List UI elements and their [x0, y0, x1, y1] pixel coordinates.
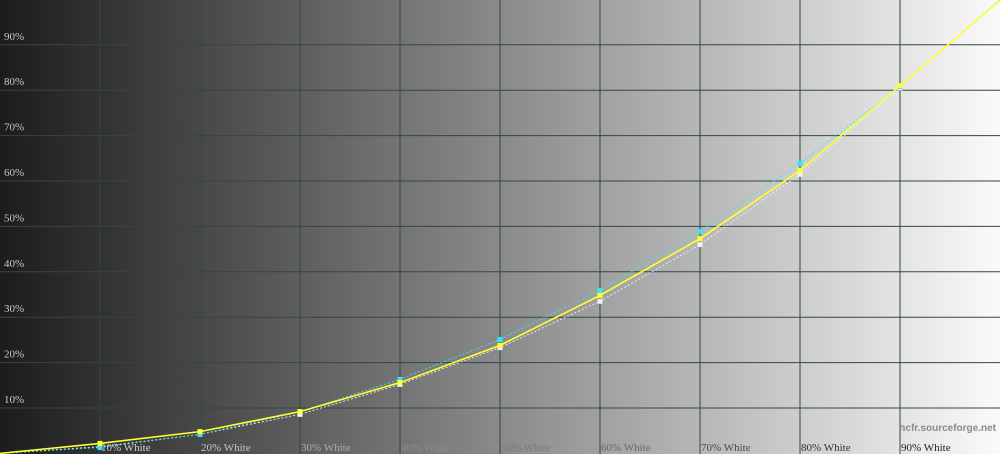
data-point — [397, 376, 403, 382]
data-point — [197, 431, 203, 437]
data-point — [597, 298, 603, 304]
y-axis-labels: 10% 20% 30% 40% 50% 60% 70% 80% 90% — [4, 31, 24, 406]
data-point — [797, 171, 803, 177]
data-point — [297, 409, 303, 415]
data-point — [97, 444, 103, 450]
data-point — [597, 292, 603, 298]
data-point — [497, 342, 503, 348]
data-point — [297, 411, 303, 417]
x-tick-label: 80% White — [801, 442, 851, 454]
y-tick-label: 30% — [4, 303, 24, 315]
x-tick-label: 40% White — [401, 442, 451, 454]
y-tick-label: 90% — [4, 31, 24, 43]
x-axis-labels: 10% White 20% White 30% White 40% White 50% … — [101, 442, 951, 454]
data-point — [697, 236, 703, 242]
y-tick-label: 40% — [4, 258, 24, 270]
x-tick-label: 70% White — [701, 442, 751, 454]
x-tick-label: 60% White — [601, 442, 651, 454]
data-point — [697, 242, 703, 248]
data-point — [97, 440, 103, 446]
x-tick-label: 10% White — [101, 442, 151, 454]
y-tick-label: 70% — [4, 122, 24, 134]
y-tick-label: 80% — [4, 76, 24, 88]
data-point — [797, 160, 803, 166]
data-point — [697, 228, 703, 234]
data-point — [197, 429, 203, 435]
x-tick-label: 50% White — [501, 442, 551, 454]
y-tick-label: 10% — [4, 394, 24, 406]
data-point — [397, 380, 403, 386]
data-point — [797, 168, 803, 174]
x-tick-label: 90% White — [901, 442, 951, 454]
x-tick-label: 20% White — [201, 442, 251, 454]
x-tick-label: 30% White — [301, 442, 351, 454]
watermark: hcfr.sourceforge.net — [899, 423, 996, 434]
data-point — [597, 287, 603, 293]
y-tick-label: 50% — [4, 212, 24, 224]
y-tick-label: 20% — [4, 349, 24, 361]
y-tick-label: 60% — [4, 167, 24, 179]
data-point — [497, 336, 503, 342]
data-point — [897, 83, 903, 89]
